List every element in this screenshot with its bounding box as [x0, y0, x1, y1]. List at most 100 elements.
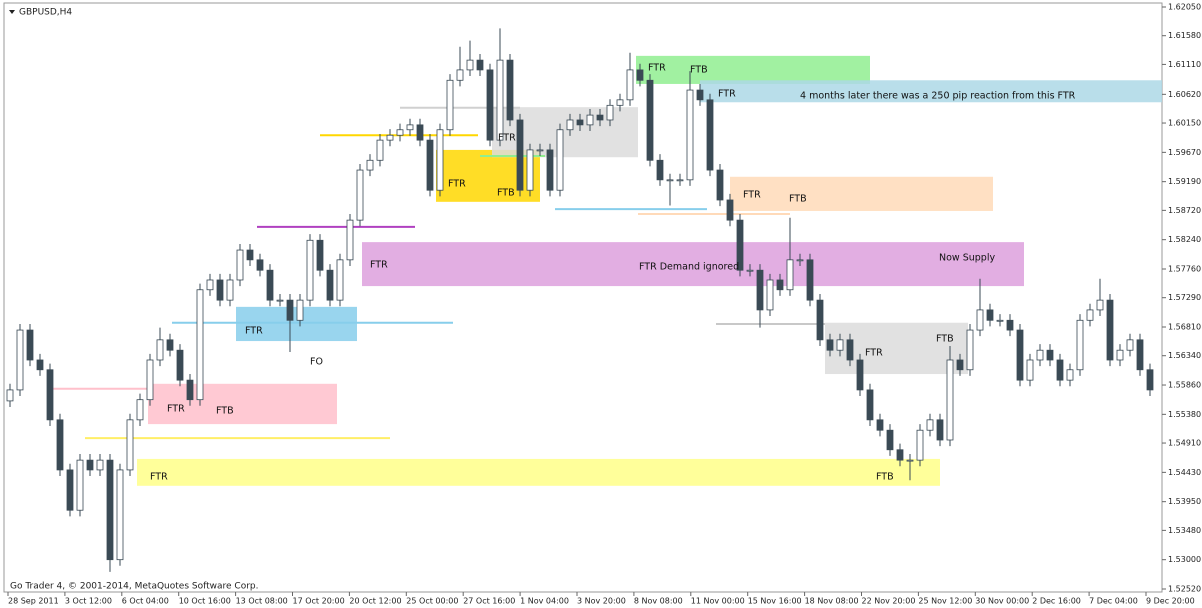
candle-body: [556, 129, 564, 191]
candle-body: [116, 469, 124, 561]
y-tick-label: 1.55380: [1168, 410, 1201, 419]
candle-body: [56, 419, 64, 471]
candle-body: [446, 79, 454, 131]
y-tick-label: 1.53950: [1168, 497, 1201, 506]
candle-body: [476, 59, 484, 71]
candle-body: [926, 419, 934, 431]
candle-body: [466, 59, 474, 71]
x-tick-label: 30 Nov 00:00: [975, 597, 1029, 606]
candle-body: [986, 309, 994, 321]
zone-label: FTR: [743, 190, 761, 201]
x-tick-label: 7 Dec 04:00: [1089, 597, 1138, 606]
candle-body: [136, 399, 144, 421]
zone-label: FTB: [497, 188, 515, 199]
candle-body: [856, 359, 864, 391]
zone-label: FTR: [865, 348, 883, 359]
candle-body: [896, 449, 904, 461]
candle-body: [876, 419, 884, 431]
candle-body: [536, 149, 544, 152]
candle-body: [756, 269, 764, 311]
candle-body: [46, 369, 54, 421]
candle-body: [796, 259, 804, 262]
candle-body: [506, 59, 514, 121]
zone: [137, 458, 940, 486]
candle-body: [676, 179, 684, 182]
zone-label: FTR: [167, 404, 185, 415]
x-tick-label: 27 Oct 16:00: [463, 597, 515, 606]
zone-label: FTB: [876, 472, 894, 483]
candle-body: [196, 289, 204, 401]
candle-body: [76, 459, 84, 511]
candle-body: [366, 159, 374, 171]
candle-body: [696, 89, 704, 101]
candle-body: [956, 359, 964, 371]
candle-body: [6, 389, 14, 402]
candle-body: [836, 339, 844, 351]
candle-body: [286, 299, 294, 321]
candle-body: [826, 339, 834, 351]
candle-body: [246, 249, 254, 261]
y-tick-label: 1.53000: [1168, 555, 1201, 564]
x-tick-label: 13 Oct 08:00: [236, 597, 288, 606]
candle-body: [716, 169, 724, 201]
y-tick-label: 1.61580: [1168, 31, 1201, 40]
candle-body: [736, 219, 744, 271]
candle-body: [1076, 319, 1084, 371]
annotation: FO: [310, 357, 323, 368]
x-tick-label: 25 Nov 12:00: [918, 597, 972, 606]
menu-triangle[interactable]: [9, 10, 15, 14]
x-tick-label: 9 Dec 20:00: [1146, 597, 1195, 606]
candle-body: [746, 269, 754, 272]
candle-body: [1026, 359, 1034, 381]
x-tick-label: 11 Nov 00:00: [691, 597, 745, 606]
candle-body: [846, 339, 854, 361]
zone-label: FTB: [789, 194, 807, 205]
zone-label: FTR: [648, 63, 666, 74]
candle-body: [966, 329, 974, 371]
candle-body: [416, 124, 424, 141]
y-tick-label: 1.60620: [1168, 90, 1201, 99]
candle-body: [766, 279, 774, 311]
y-tick-label: 1.59670: [1168, 148, 1201, 157]
candle-body: [606, 104, 614, 121]
y-tick-label: 1.56810: [1168, 323, 1201, 332]
candle-body: [206, 279, 214, 291]
y-tick-label: 1.54430: [1168, 468, 1201, 477]
y-tick-label: 1.59190: [1168, 177, 1201, 186]
zone: [236, 306, 357, 342]
candle-body: [596, 114, 604, 121]
zone-label: FTR: [448, 179, 466, 190]
candle-body: [706, 99, 714, 171]
candle-body: [386, 134, 394, 141]
candle-body: [1016, 329, 1024, 381]
candle-body: [806, 259, 814, 301]
candle-body: [1136, 339, 1144, 371]
candle-body: [1116, 349, 1124, 361]
candle-body: [776, 279, 784, 291]
candle-body: [66, 469, 74, 511]
chart-title: GBPUSD,H4: [19, 8, 72, 18]
zone: [362, 242, 1024, 287]
candle-body: [86, 459, 94, 471]
y-tick-label: 1.54910: [1168, 439, 1201, 448]
candle-body: [406, 124, 414, 131]
candle-body: [526, 149, 534, 191]
candle-body: [216, 279, 224, 301]
candle-body: [996, 319, 1004, 322]
x-tick-label: 3 Oct 12:00: [65, 597, 112, 606]
zone-label: FTR: [370, 260, 388, 271]
x-tick-label: 17 Oct 20:00: [293, 597, 345, 606]
candle-body: [1126, 339, 1134, 351]
zone-label: FTB: [936, 334, 954, 345]
zone: [730, 176, 993, 211]
candle-body: [576, 119, 584, 126]
candle-body: [296, 299, 304, 321]
candle-body: [1056, 359, 1064, 381]
zone-label: FTR: [498, 133, 516, 144]
x-tick-label: 25 Oct 00:00: [406, 597, 458, 606]
candle-body: [346, 219, 354, 261]
candle-body: [276, 299, 284, 302]
zone: [148, 383, 337, 425]
x-tick-label: 15 Nov 16:00: [748, 597, 802, 606]
candle-body: [916, 429, 924, 461]
